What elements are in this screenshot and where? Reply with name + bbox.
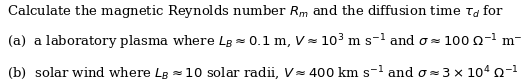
Text: (b)  solar wind where $L_{B} \approx 10$ solar radii, $V \approx 400$ km s$^{-1}: (b) solar wind where $L_{B} \approx 10$ … [7,65,521,83]
Text: Calculate the magnetic Reynolds number $R_{m}$ and the diffusion time $\tau_{d}$: Calculate the magnetic Reynolds number $… [7,3,503,20]
Text: (a)  a laboratory plasma where $L_{B} \approx 0.1$ m, $V \approx 10^{3}$ m s$^{-: (a) a laboratory plasma where $L_{B} \ap… [7,33,521,52]
